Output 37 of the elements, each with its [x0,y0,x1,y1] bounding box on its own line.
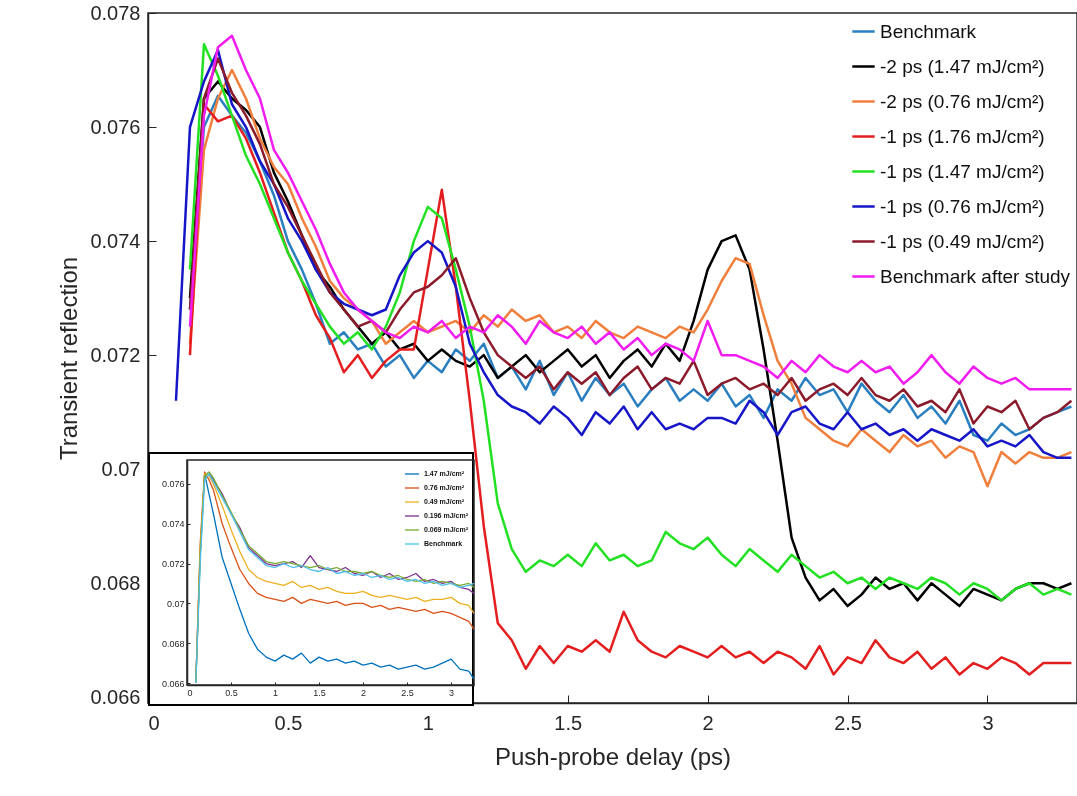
y-tick-label: 0.078 [90,1,141,24]
legend-label: -2 ps (0.76 mJ/cm²) [880,90,1045,112]
x-tick-label: 2.5 [401,687,414,698]
x-tick-label: 2.5 [834,711,862,734]
x-tick-label: 3 [449,687,455,698]
legend-label: -1 ps (0.76 mJ/cm²) [880,195,1045,217]
legend-label: -1 ps (1.76 mJ/cm²) [880,125,1045,147]
legend-label: Benchmark [880,20,977,42]
x-axis-title: Push-probe delay (ps) [494,742,732,770]
y-tick-label: 0.076 [90,115,141,138]
y-tick-label: 0.066 [161,678,185,689]
x-tick-label: 2 [702,711,714,734]
y-tick-label: 0.072 [161,559,185,570]
y-tick-label: 0.074 [161,519,185,530]
x-tick-label: 2 [361,687,367,698]
y-tick-label: 0.072 [90,343,141,366]
x-tick-label: 1 [422,711,434,734]
legend-label: -2 ps (1.47 mJ/cm²) [880,55,1045,77]
x-tick-label: 0 [187,687,193,698]
x-tick-label: 0.5 [225,687,238,698]
x-tick-label: 0 [148,711,160,734]
legend-label: -1 ps (0.49 mJ/cm²) [880,230,1045,252]
y-tick-label: 0.066 [90,685,141,708]
legend-label: Benchmark after study [880,265,1071,287]
x-tick-label: 1 [273,687,279,698]
y-tick-label: 0.068 [161,638,185,649]
y-tick-label: 0.07 [101,457,141,480]
y-axis-title: Transient reflection [55,256,83,461]
x-tick-label: 3 [982,711,994,734]
y-tick-label: 0.068 [90,571,141,594]
y-tick-label: 0.07 [166,598,185,609]
y-tick-label: 0.076 [161,479,185,490]
legend-label: -1 ps (1.47 mJ/cm²) [880,160,1045,182]
y-tick-label: 0.074 [90,229,141,252]
x-tick-label: 1.5 [554,711,583,734]
x-tick-label: 0.5 [274,711,303,734]
x-tick-label: 1.5 [313,687,326,698]
